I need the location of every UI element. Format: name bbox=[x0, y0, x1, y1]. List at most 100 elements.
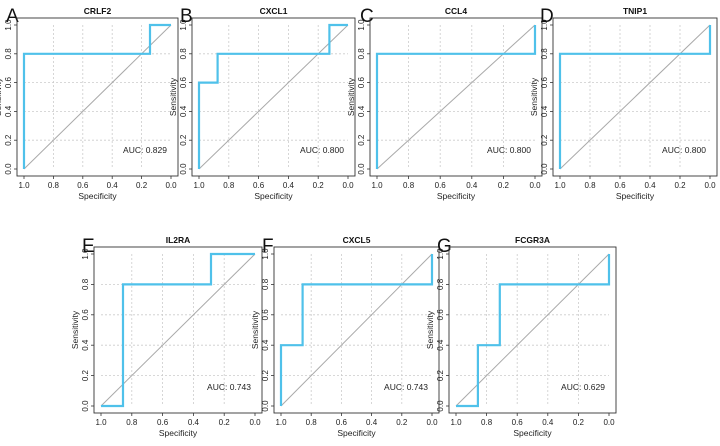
chance-diagonal bbox=[280, 253, 433, 407]
roc-curve bbox=[456, 254, 611, 408]
x-tick-label: 1.0 bbox=[371, 181, 383, 190]
roc-curve bbox=[22, 23, 171, 169]
y-tick-label: 0.8 bbox=[357, 48, 366, 60]
y-axis-label: Sensitivity bbox=[425, 310, 435, 349]
chance-diagonal bbox=[198, 24, 349, 170]
y-tick-label: 0.4 bbox=[4, 105, 13, 117]
y-tick-label: 0.2 bbox=[4, 134, 13, 146]
y-tick-label: 0.2 bbox=[179, 134, 188, 146]
y-tick-label: 0.4 bbox=[357, 105, 366, 117]
panel-letter: D bbox=[540, 6, 554, 27]
y-axis-label: Sensitivity bbox=[346, 77, 356, 116]
plot-title: IL2RA bbox=[166, 235, 191, 245]
plot-frame bbox=[93, 246, 263, 414]
y-axis-label: Sensitivity bbox=[250, 310, 260, 349]
x-tick-label: 0.2 bbox=[136, 181, 148, 190]
x-tick-label: 0.0 bbox=[249, 418, 261, 427]
y-axis-label: Sensitivity bbox=[70, 310, 80, 349]
y-tick-label: 0.0 bbox=[4, 163, 13, 175]
plot-title: CXCL1 bbox=[260, 6, 288, 16]
y-tick-label: 0.4 bbox=[261, 339, 270, 351]
plot-title: FCGR3A bbox=[515, 235, 550, 245]
x-tick-label: 0.0 bbox=[342, 181, 354, 190]
panel-letter: E bbox=[82, 236, 95, 257]
y-tick-label: 0.6 bbox=[4, 76, 13, 88]
y-tick-label: 0.2 bbox=[436, 369, 445, 381]
x-tick-label: 0.2 bbox=[498, 181, 510, 190]
roc-curve bbox=[101, 252, 255, 408]
auc-label: AUC: 0.629 bbox=[561, 382, 605, 392]
x-axis-label: Specificity bbox=[437, 191, 476, 201]
y-tick-label: 0.2 bbox=[540, 134, 549, 146]
panel-letter: A bbox=[6, 6, 19, 27]
y-tick-label: 0.2 bbox=[81, 369, 90, 381]
auc-label: AUC: 0.743 bbox=[207, 382, 251, 392]
x-tick-label: 1.0 bbox=[193, 181, 205, 190]
y-tick-label: 0.2 bbox=[357, 134, 366, 146]
y-tick-label: 0.4 bbox=[179, 105, 188, 117]
x-tick-label: 0.4 bbox=[542, 418, 554, 427]
y-tick-label: 0.8 bbox=[436, 278, 445, 290]
chance-diagonal bbox=[100, 253, 256, 407]
roc-panel-d: D TNIP1 1.0 0.8 0.6 0.4 0.2 0.0 0.0 0.2 0.4 0.6 0.8 1… bbox=[529, 6, 718, 201]
panel-letter: F bbox=[262, 236, 274, 257]
x-tick-label: 0.4 bbox=[466, 181, 478, 190]
y-tick-label: 1.0 bbox=[81, 248, 90, 260]
plot-title: CXCL5 bbox=[343, 235, 371, 245]
x-tick-label: 0.2 bbox=[313, 181, 325, 190]
roc-panel-e: E IL2RA 1.0 0.8 0.6 0.4 0.2 0.0 0.0 0.2 0.4 0.6 0.8 1… bbox=[70, 235, 263, 438]
y-axis-label: Sensitivity bbox=[0, 77, 3, 116]
y-tick-label: 1.0 bbox=[4, 19, 13, 31]
chance-diagonal bbox=[559, 24, 711, 170]
y-tick-label: 0.8 bbox=[540, 48, 549, 60]
y-tick-label: 1.0 bbox=[179, 19, 188, 31]
x-tick-label: 1.0 bbox=[18, 181, 30, 190]
plot-frame bbox=[191, 17, 356, 177]
plot-title: TNIP1 bbox=[623, 6, 647, 16]
y-tick-label: 0.8 bbox=[81, 278, 90, 290]
x-axis-label: Specificity bbox=[254, 191, 293, 201]
roc-panel-a: A CRLF2 1.0 0.8 0.6 0.4 0.2 0.0 0.0 0.2 0.4 0.6 0.8 1… bbox=[0, 6, 179, 201]
y-tick-label: 0.0 bbox=[81, 400, 90, 412]
panel-letter: G bbox=[437, 236, 452, 257]
y-tick-label: 0.6 bbox=[261, 309, 270, 321]
x-axis-label: Specificity bbox=[78, 191, 117, 201]
plot-title: CCL4 bbox=[445, 6, 467, 16]
x-tick-label: 0.8 bbox=[403, 181, 415, 190]
y-axis-label: Sensitivity bbox=[529, 77, 539, 116]
x-tick-label: 1.0 bbox=[275, 418, 287, 427]
plot-frame bbox=[273, 246, 440, 414]
x-tick-label: 0.6 bbox=[512, 418, 524, 427]
x-tick-label: 0.0 bbox=[704, 181, 716, 190]
x-axis-label: Specificity bbox=[159, 428, 198, 438]
y-tick-label: 0.0 bbox=[261, 400, 270, 412]
y-tick-label: 1.0 bbox=[357, 19, 366, 31]
auc-label: AUC: 0.800 bbox=[300, 145, 344, 155]
y-tick-label: 0.4 bbox=[540, 105, 549, 117]
y-axis-label: Sensitivity bbox=[168, 77, 178, 116]
y-tick-label: 0.6 bbox=[81, 309, 90, 321]
chance-diagonal bbox=[376, 24, 536, 170]
x-tick-label: 0.0 bbox=[529, 181, 541, 190]
x-tick-label: 0.2 bbox=[573, 418, 585, 427]
x-tick-label: 0.6 bbox=[435, 181, 447, 190]
plot-frame bbox=[552, 17, 718, 177]
x-tick-label: 0.8 bbox=[481, 418, 493, 427]
roc-panel-g: G FCGR3A 1.0 0.8 0.6 0.4 0.2 0.0 0.0 0.2 0.4 0.6 0.8… bbox=[425, 235, 617, 438]
x-tick-label: 1.0 bbox=[554, 181, 566, 190]
y-tick-label: 0.0 bbox=[179, 163, 188, 175]
y-tick-label: 0.2 bbox=[261, 369, 270, 381]
roc-curve bbox=[279, 254, 434, 406]
plot-title: CRLF2 bbox=[84, 6, 112, 16]
plot-frame bbox=[448, 246, 617, 414]
auc-label: AUC: 0.743 bbox=[384, 382, 428, 392]
y-tick-label: 0.6 bbox=[540, 76, 549, 88]
x-axis-label: Specificity bbox=[616, 191, 655, 201]
x-tick-label: 0.2 bbox=[674, 181, 686, 190]
y-tick-label: 0.0 bbox=[357, 163, 366, 175]
x-tick-label: 0.2 bbox=[396, 418, 408, 427]
y-tick-label: 0.6 bbox=[436, 309, 445, 321]
